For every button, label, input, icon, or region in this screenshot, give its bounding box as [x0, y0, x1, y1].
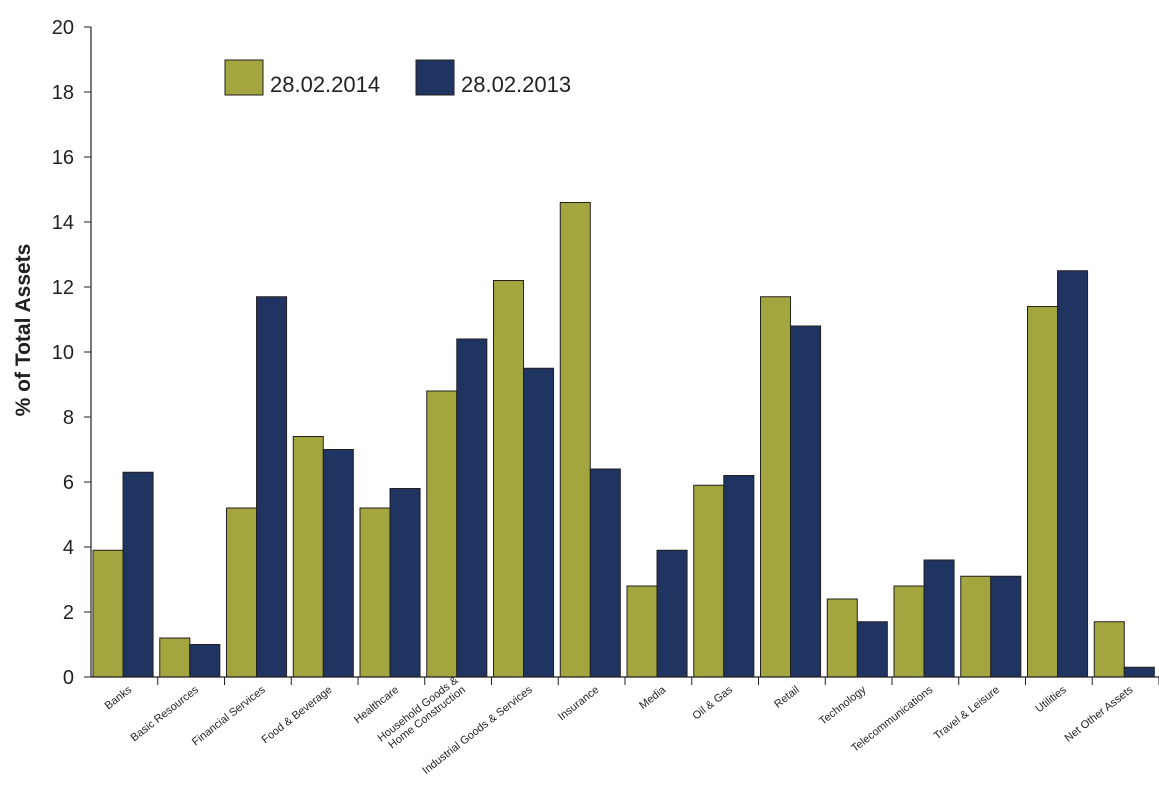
bar-series-1-10 [760, 296, 792, 678]
x-tick-label-line: Oil & Gas [690, 684, 735, 723]
y-tick-label: 2 [63, 602, 74, 624]
y-tick-label: 16 [52, 147, 74, 169]
x-tick-label-line: Household Goods & [376, 674, 461, 744]
x-tick-label-line: Net Other Assets [1063, 684, 1136, 745]
y-tick-label: 8 [63, 407, 74, 429]
bar-series-2-10 [790, 325, 822, 678]
x-tick-label-line: Technology [817, 684, 869, 728]
bar-series-2-9 [723, 475, 755, 678]
x-tick-label: Banks [103, 684, 135, 713]
y-tick-label: 20 [52, 17, 74, 39]
y-tick-label: 0 [63, 667, 74, 689]
x-tick-label-line: Retail [772, 684, 802, 711]
x-tick-label-line: Travel & Leisure [932, 684, 1002, 743]
bar-series-1-9 [693, 484, 725, 678]
bar-series-2-13 [990, 575, 1022, 678]
y-tick-label: 6 [63, 472, 74, 494]
bar-series-1-3 [292, 436, 324, 678]
y-axis-label: % of Total Assets [12, 244, 35, 417]
bar-series-1-6 [493, 280, 525, 678]
x-tick-label-line: Basic Resources [129, 684, 202, 745]
legend-swatch [415, 59, 455, 96]
bar-series-1-0 [92, 549, 124, 678]
bar-series-2-11 [856, 621, 888, 678]
bar-series-1-7 [559, 202, 591, 678]
y-tick-label: 14 [52, 212, 74, 234]
bar-series-1-8 [626, 585, 658, 678]
legend-label: 28.02.2013 [461, 72, 571, 97]
x-tick-label: Travel & Leisure [932, 684, 1002, 743]
bar-series-2-6 [523, 367, 555, 678]
bar-series-2-3 [322, 449, 354, 678]
x-tick-label-line: Food & Beverage [260, 684, 335, 746]
bar-series-2-5 [456, 338, 488, 678]
x-tick-label: Utilities [1033, 684, 1069, 716]
x-tick-label-line: Banks [103, 684, 135, 713]
bar-series-2-15 [1123, 666, 1155, 678]
bar-series-2-4 [389, 488, 421, 678]
x-tick-label: Media [637, 683, 669, 711]
x-tick-label: Food & Beverage [260, 684, 335, 746]
x-tick-label: Financial Services [190, 684, 268, 749]
bars [92, 202, 1155, 678]
y-tick-label: 12 [52, 277, 74, 299]
bar-series-2-7 [589, 468, 621, 678]
bar-series-1-13 [960, 575, 992, 678]
bar-series-1-15 [1093, 621, 1125, 678]
x-tick-label: Retail [772, 684, 802, 711]
bar-series-2-2 [256, 296, 288, 678]
x-tick-label: Insurance [556, 684, 601, 723]
bar-series-2-0 [122, 471, 154, 678]
bar-series-1-14 [1027, 306, 1059, 678]
legend-label: 28.02.2014 [270, 72, 380, 97]
bar-series-1-5 [426, 390, 458, 678]
bar-series-1-4 [359, 507, 391, 678]
x-tick-label: Net Other Assets [1063, 684, 1136, 745]
x-tick-label-line: Insurance [556, 684, 601, 723]
x-tick-label: Technology [817, 684, 869, 728]
bar-series-2-1 [189, 644, 221, 678]
bar-series-1-11 [826, 598, 858, 678]
y-tick-label: 10 [52, 342, 74, 364]
legend-swatch [224, 59, 264, 96]
x-tick-label-line: Financial Services [190, 684, 268, 749]
bar-series-2-14 [1057, 270, 1089, 678]
bar-series-1-2 [226, 507, 258, 678]
x-tick-label-line: Media [637, 683, 669, 711]
bar-series-2-8 [656, 549, 688, 678]
bar-series-1-1 [159, 637, 191, 678]
x-tick-label: Oil & Gas [690, 684, 735, 723]
y-tick-label: 4 [63, 537, 74, 559]
x-tick-label-line: Utilities [1033, 684, 1069, 716]
y-tick-label: 18 [52, 82, 74, 104]
y-axis: 0 2 4 6 8 10 12 14 16 18 20 [52, 17, 92, 689]
bar-series-2-12 [923, 559, 955, 678]
x-tick-label: Basic Resources [129, 684, 202, 745]
bar-series-1-12 [893, 585, 925, 678]
legend: 28.02.2014 28.02.2013 [224, 59, 571, 97]
